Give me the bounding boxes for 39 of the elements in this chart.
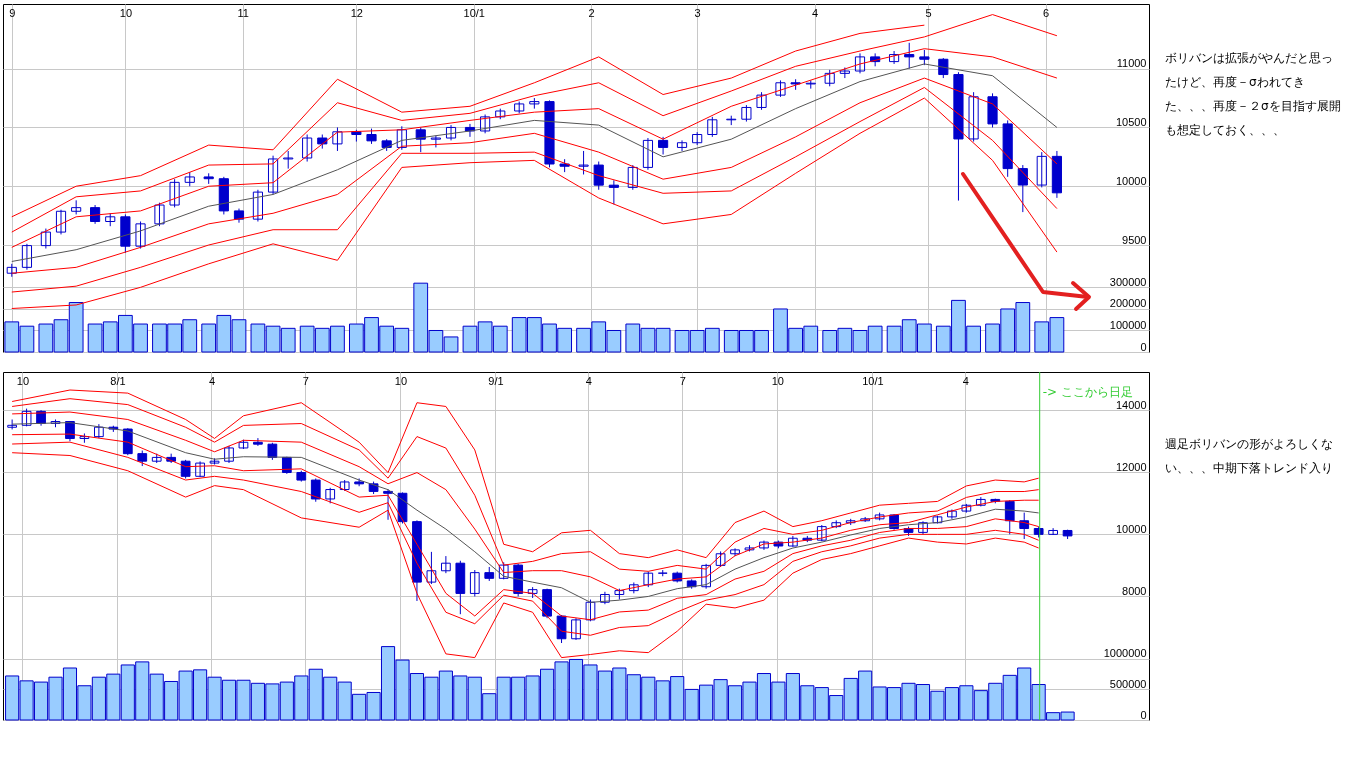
x-tick-label: 10/1 xyxy=(463,6,485,19)
y-tick-label: 9500 xyxy=(1122,233,1147,246)
y2-tick-label: 0 xyxy=(1140,340,1147,353)
x-tick-label: 2 xyxy=(588,6,595,19)
ref-line-label: -> ここから日足 xyxy=(1042,385,1133,399)
x-tick-label: 10/1 xyxy=(862,374,884,387)
y-tick-label: 10000 xyxy=(1115,522,1147,535)
x-tick-label: 4 xyxy=(812,6,819,19)
x-tick-label: 9 xyxy=(9,6,16,19)
x-tick-label: 9/1 xyxy=(488,374,504,387)
x-tick-label: 11 xyxy=(237,6,249,19)
x-tick-label: 7 xyxy=(302,374,309,387)
text: ボリバンは拡張がやんだと思ったけど、再度－σわれてきた、、、再度－２σを目指す展開も想定しておく、、、 xyxy=(1165,50,1341,139)
x-tick-label: 5 xyxy=(925,6,932,19)
text: 週足ボリバンの形がよろしくない、、、中期下落トレンド入り xyxy=(1165,436,1334,477)
y2-tick-label: 300000 xyxy=(1109,275,1147,288)
y-tick-label: 10000 xyxy=(1115,174,1147,187)
x-tick-label: 4 xyxy=(208,374,216,387)
y-tick-label: 12000 xyxy=(1115,460,1147,473)
x-tick-label: 4 xyxy=(962,374,969,387)
y2-tick-label: 0 xyxy=(1140,708,1147,721)
y2-tick-label: 500000 xyxy=(1109,677,1147,690)
x-tick-label: 10 xyxy=(771,374,785,387)
y-tick-label: 10500 xyxy=(1115,115,1147,128)
y-tick-label: 11000 xyxy=(1116,57,1147,70)
x-tick-label: 7 xyxy=(679,374,686,387)
x-tick-label: 10 xyxy=(16,374,30,387)
x-tick-label: 10 xyxy=(394,374,408,387)
x-tick-label: 4 xyxy=(585,374,592,387)
y2-tick-label: 200000 xyxy=(1109,297,1147,310)
x-tick-label: 10 xyxy=(119,6,133,19)
y2-tick-label: 100000 xyxy=(1109,318,1147,331)
x-tick-label: 8/1 xyxy=(110,374,126,387)
x-tick-label: 3 xyxy=(694,6,701,19)
x-tick-label: 12 xyxy=(350,6,363,19)
y2-tick-label: 1000000 xyxy=(1103,647,1147,660)
y-tick-label: 14000 xyxy=(1115,398,1147,411)
y-tick-label: 8000 xyxy=(1122,584,1147,597)
x-tick-label: 6 xyxy=(1042,6,1050,19)
